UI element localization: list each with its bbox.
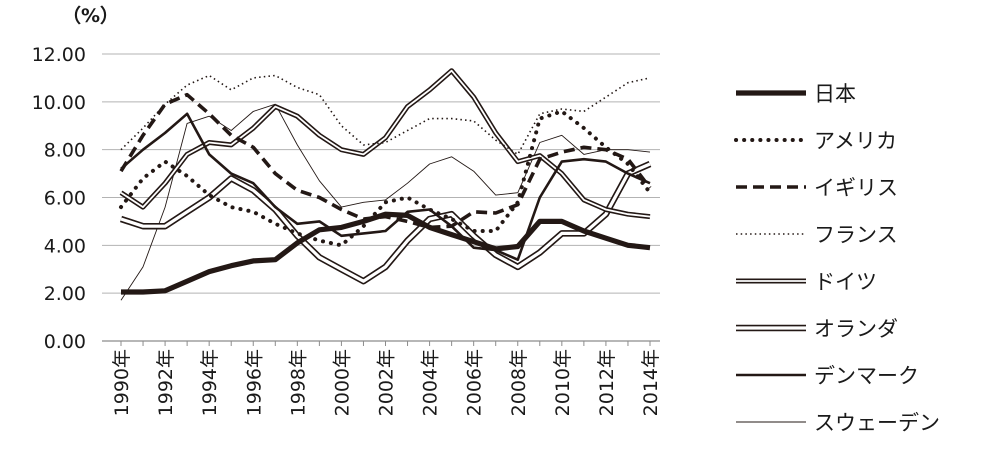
x-tick-label: 1998年 bbox=[287, 349, 309, 416]
x-tick-label: 1996年 bbox=[243, 349, 265, 416]
x-tick-label: 2000年 bbox=[331, 349, 353, 416]
y-tick-label: 12.00 bbox=[32, 44, 86, 66]
legend-label: スウェーデン bbox=[814, 411, 940, 435]
legend-label: フランス bbox=[814, 223, 898, 247]
series-line bbox=[119, 68, 651, 220]
x-tick-label: 2010年 bbox=[552, 349, 574, 416]
legend-label: イギリス bbox=[814, 176, 898, 200]
legend-item: フランス bbox=[736, 223, 898, 247]
x-tick-label: 2008年 bbox=[508, 349, 530, 416]
y-tick-label: 8.00 bbox=[44, 140, 86, 162]
x-tick-label: 2004年 bbox=[420, 349, 442, 416]
series-line bbox=[119, 161, 652, 285]
legend-item: デンマーク bbox=[736, 364, 919, 388]
series-line bbox=[120, 74, 651, 156]
x-tick-label: 1992年 bbox=[155, 349, 177, 416]
y-axis-ticks: 0.00 2.00 4.00 6.00 8.00 10.00 12.00 bbox=[32, 44, 86, 353]
legend-item: オランダ bbox=[736, 317, 898, 341]
legend-item: スウェーデン bbox=[736, 411, 940, 435]
series-stroke bbox=[120, 112, 651, 262]
series-stroke bbox=[120, 69, 651, 218]
x-axis-ticks: 1990年 1992年 1994年 1996年 1998年 2000年 2002年 2004年… bbox=[111, 341, 662, 416]
x-tick-label: 2006年 bbox=[464, 349, 486, 416]
y-tick-label: 10.00 bbox=[32, 92, 86, 114]
legend-label: ドイツ bbox=[814, 270, 877, 294]
legend-item: イギリス bbox=[736, 176, 898, 200]
series-stroke bbox=[120, 103, 651, 301]
series-line bbox=[121, 211, 651, 295]
series-stroke bbox=[120, 74, 651, 156]
series-line bbox=[120, 103, 651, 301]
legend-label: 日本 bbox=[814, 82, 856, 106]
x-tick-label: 2014年 bbox=[640, 349, 662, 416]
x-tick-label: 1990年 bbox=[111, 349, 133, 416]
series-stroke bbox=[119, 109, 652, 248]
series-stroke bbox=[121, 211, 651, 295]
series-line bbox=[119, 109, 652, 248]
legend-item: ドイツ bbox=[736, 270, 877, 294]
legend-item: 日本 bbox=[736, 82, 856, 106]
y-tick-label: 4.00 bbox=[44, 235, 86, 257]
y-tick-label: 0.00 bbox=[44, 331, 86, 353]
series-lines bbox=[119, 68, 652, 301]
legend-label: デンマーク bbox=[814, 364, 919, 388]
legend-label: アメリカ bbox=[814, 129, 897, 153]
unit-label: （%） bbox=[62, 4, 119, 27]
series-stroke bbox=[120, 162, 651, 283]
y-tick-label: 2.00 bbox=[44, 283, 86, 305]
x-tick-label: 2002年 bbox=[376, 349, 398, 416]
x-tick-label: 1994年 bbox=[199, 349, 221, 416]
legend-label: オランダ bbox=[814, 317, 898, 341]
x-tick-label: 2012年 bbox=[596, 349, 618, 416]
series-stroke bbox=[119, 68, 651, 220]
series-line bbox=[120, 112, 651, 262]
legend-item: アメリカ bbox=[734, 129, 897, 153]
y-tick-label: 6.00 bbox=[44, 188, 86, 210]
